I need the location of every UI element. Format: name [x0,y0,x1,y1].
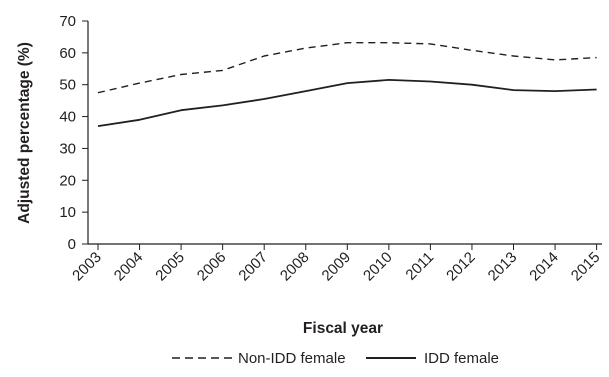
x-tick-label: 2012 [443,249,479,285]
x-tick-label: 2005 [152,249,188,285]
x-tick-label: 2006 [194,249,230,285]
legend-label: IDD female [424,350,499,367]
series-line-idd-female [97,79,597,127]
legend: Non-IDD female IDD female [172,350,499,367]
y-tick-label: 0 [68,236,76,253]
y-tick-label: 30 [59,140,76,157]
series-layer [97,42,597,127]
x-tick-label: 2009 [319,249,355,285]
y-axis-ticks: 0 10 20 30 40 50 60 70 [59,13,88,253]
x-tick-label: 2004 [111,249,147,285]
y-tick-label: 40 [59,109,76,126]
x-tick-label: 2010 [360,249,396,285]
y-tick-label: 60 [59,45,76,62]
y-tick-label: 20 [59,172,76,189]
x-tick-label: 2013 [485,249,521,285]
x-tick-label: 2014 [526,249,562,285]
x-tick-label: 2015 [568,249,604,285]
y-tick-label: 70 [59,13,76,30]
legend-label: Non-IDD female [238,350,346,367]
series-line-non-idd-female [97,42,597,94]
x-axis-title: Fiscal year [303,320,383,337]
x-tick-label: 2011 [402,249,437,284]
x-axis-ticks: 2003 2004 2005 2006 2007 2008 2009 2010 2011 2012… [69,244,603,284]
x-tick-label: 2007 [235,249,271,285]
x-tick-label: 2008 [277,249,313,285]
y-tick-label: 10 [59,204,76,221]
x-tick-label: 2003 [69,249,105,285]
y-axis-title: Adjusted percentage (%) [16,42,33,224]
y-tick-label: 50 [59,77,76,94]
